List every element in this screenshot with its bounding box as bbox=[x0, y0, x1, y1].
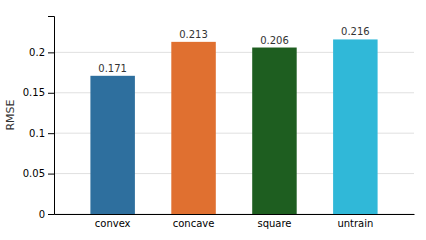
tick: 0 bbox=[39, 209, 54, 220]
x-axis: convex concave square untrain bbox=[55, 215, 415, 230]
tick-label: 0.1 bbox=[29, 128, 45, 139]
tick-label: 0.15 bbox=[23, 87, 45, 98]
bars bbox=[90, 39, 377, 214]
tick-label: untrain bbox=[337, 218, 373, 229]
tick: 0.2 bbox=[29, 47, 54, 58]
tick-label: 0 bbox=[39, 209, 45, 220]
data-labels: 0.171 0.213 0.206 0.216 bbox=[98, 26, 369, 73]
data-label: 0.171 bbox=[98, 63, 127, 74]
tick-label: square bbox=[257, 218, 291, 229]
tick: untrain bbox=[337, 218, 373, 229]
plot: 0.171 0.213 0.206 0.216 0 0.05 0.1 0.15 0.2 conve… bbox=[23, 17, 415, 230]
tick: square bbox=[257, 218, 291, 229]
tick-mark bbox=[48, 133, 54, 134]
chart: 0.171 0.213 0.206 0.216 0 0.05 0.1 0.15 0.2 conve… bbox=[0, 0, 426, 240]
tick-label: 0.05 bbox=[23, 168, 45, 179]
tick-label: concave bbox=[173, 218, 215, 229]
data-label: 0.216 bbox=[341, 26, 370, 37]
tick-label: convex bbox=[95, 218, 131, 229]
axis-title: RMSE bbox=[4, 99, 17, 130]
tick: 0.15 bbox=[23, 87, 54, 98]
bar bbox=[171, 42, 215, 214]
data-label: 0.206 bbox=[260, 35, 289, 46]
bar bbox=[252, 48, 296, 214]
y-axis: 0 0.05 0.1 0.15 0.2 bbox=[23, 17, 55, 220]
tick-mark bbox=[48, 174, 54, 175]
tick: concave bbox=[173, 218, 215, 229]
bar bbox=[333, 39, 377, 214]
tick-label: 0.2 bbox=[29, 47, 45, 58]
bar bbox=[90, 76, 134, 214]
tick-mark bbox=[48, 214, 54, 215]
data-label: 0.213 bbox=[179, 29, 208, 40]
axis-line bbox=[48, 17, 55, 215]
axis-line bbox=[55, 214, 415, 215]
tick-mark bbox=[48, 93, 54, 94]
tick: 0.1 bbox=[29, 128, 54, 139]
tick: convex bbox=[95, 218, 131, 229]
tick: 0.05 bbox=[23, 168, 54, 179]
tick-mark bbox=[48, 52, 54, 53]
